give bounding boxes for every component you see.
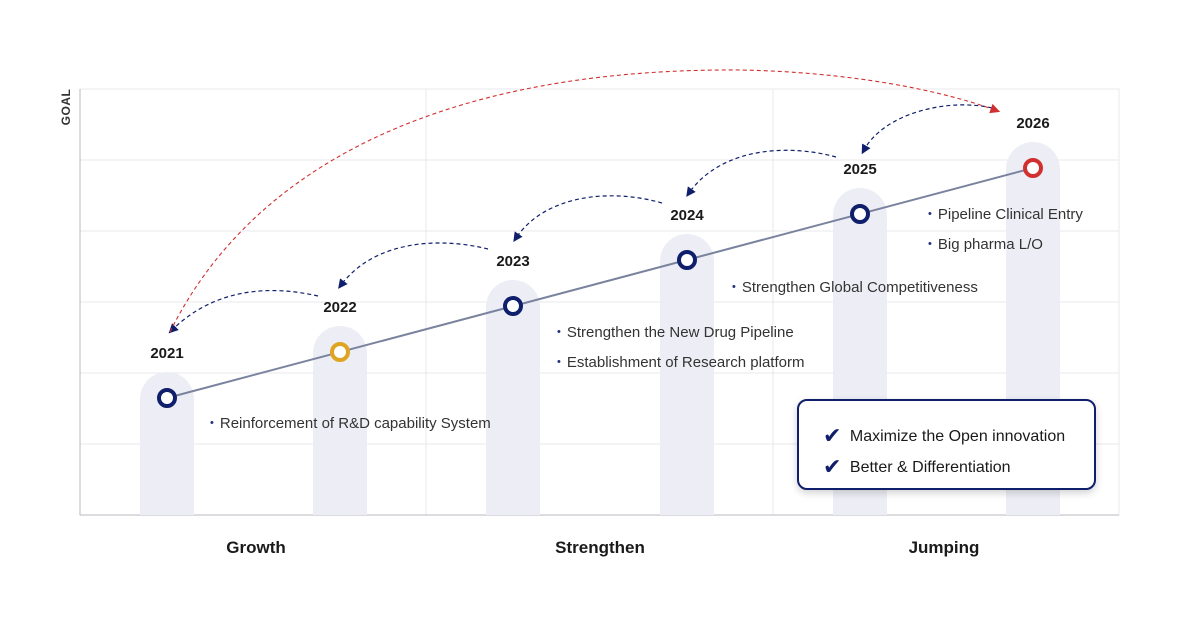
year-label-2024: 2024	[670, 207, 704, 224]
callout-item-open-innovation: ✔ Maximize the Open innovation	[823, 421, 1066, 448]
trend-line-path	[166, 167, 1034, 399]
milestone-note-text: Establishment of Research platform	[566, 354, 805, 371]
dashed-arrow	[686, 149, 837, 197]
milestone-note-text: Big pharma L/O	[937, 236, 1043, 253]
markers	[157, 158, 1043, 408]
phase-strengthen: Strengthen	[555, 538, 645, 557]
milestone-marker-2025	[850, 204, 870, 224]
callout-item-differentiation: ✔ Better & Differentiation	[823, 452, 1011, 479]
milestone-note-text: Strengthen the New Drug Pipeline	[566, 324, 794, 341]
callout-item-label: Better & Differentiation	[849, 459, 1011, 476]
milestone-marker-2026	[1023, 158, 1043, 178]
milestone-note: • Big pharma L/O	[928, 236, 1043, 253]
checkmark-icon: ✔	[823, 454, 842, 479]
dashed-arrow	[513, 195, 663, 242]
milestone-marker-2023	[503, 296, 523, 316]
milestone-note-text: Reinforcement of R&D capability System	[219, 415, 491, 432]
milestone-note-text: Pipeline Clinical Entry	[937, 206, 1083, 223]
bullet-icon: •	[557, 356, 561, 368]
dashed-arrow	[338, 242, 489, 289]
milestone-pillar	[313, 326, 367, 515]
milestone-pillar	[660, 234, 714, 515]
arrows	[168, 69, 1001, 334]
phase-jumping: Jumping	[908, 538, 980, 557]
milestone-note: • Reinforcement of R&D capability System	[210, 415, 491, 432]
trend-line	[166, 167, 1034, 399]
year-label-2023: 2023	[496, 253, 530, 270]
milestone-note: • Establishment of Research platform	[557, 354, 804, 371]
year-label-2026: 2026	[1016, 115, 1050, 132]
milestone-marker-2024	[677, 250, 697, 270]
goal-axis-label: GOAL	[59, 88, 73, 126]
milestone-marker-2022	[330, 342, 350, 362]
callout-box: ✔ Maximize the Open innovation ✔ Better …	[797, 399, 1096, 490]
bullet-icon: •	[928, 238, 932, 250]
year-label-2021: 2021	[150, 345, 184, 362]
milestone-note: • Pipeline Clinical Entry	[928, 206, 1083, 223]
bullet-icon: •	[210, 417, 214, 429]
dashed-arrow	[861, 104, 993, 155]
goal-arrow	[169, 69, 1001, 333]
year-label-2022: 2022	[323, 299, 357, 316]
milestone-marker-2021	[157, 388, 177, 408]
bullet-icon: •	[732, 281, 736, 293]
bullet-icon: •	[557, 326, 561, 338]
milestone-note-text: Strengthen Global Competitiveness	[741, 279, 978, 296]
callout-item-label: Maximize the Open innovation	[849, 428, 1066, 445]
phase-growth: Growth	[226, 538, 286, 557]
milestone-note: • Strengthen Global Competitiveness	[732, 279, 978, 296]
dashed-arrow	[168, 289, 319, 334]
checkmark-icon: ✔	[823, 423, 842, 448]
milestone-note: • Strengthen the New Drug Pipeline	[557, 324, 794, 341]
bullet-icon: •	[928, 208, 932, 220]
milestone-pillar	[486, 280, 540, 515]
year-label-2025: 2025	[843, 161, 877, 178]
milestone-pillar	[140, 372, 194, 515]
